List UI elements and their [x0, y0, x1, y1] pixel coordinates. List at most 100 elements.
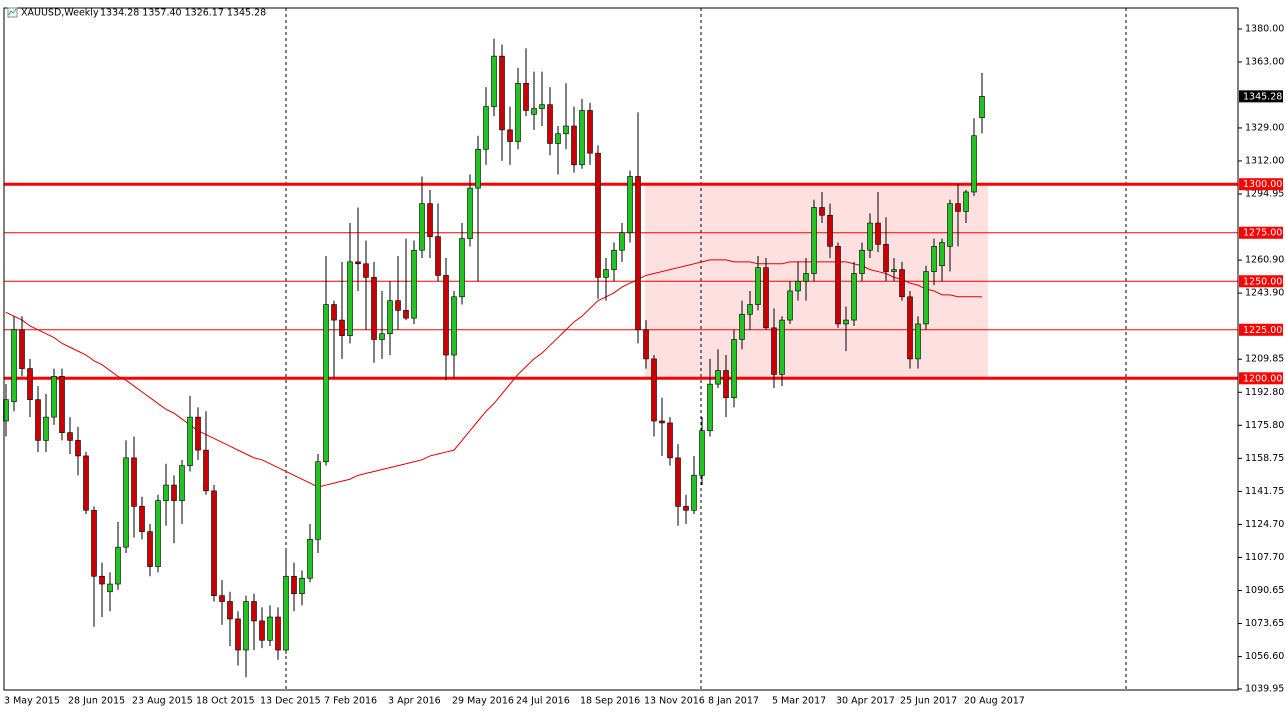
x-tick-label: 23 Aug 2015	[132, 696, 193, 707]
candle-body	[123, 457, 129, 548]
candle-body	[603, 269, 609, 278]
candle-body	[275, 616, 281, 651]
candle-body	[427, 203, 433, 237]
x-tick-label: 18 Sep 2016	[580, 696, 640, 707]
x-tick-label: 7 Feb 2016	[324, 696, 377, 707]
candle-body	[283, 575, 289, 651]
candle-body	[299, 577, 305, 595]
candle-body	[635, 176, 641, 331]
candle-body	[27, 368, 33, 400]
candle-body	[11, 329, 17, 402]
ohlc-info: 1334.28 1357.40 1326.17 1345.28	[100, 8, 266, 19]
candle-body	[211, 490, 217, 596]
candle-body	[67, 432, 73, 441]
candle-body	[779, 319, 785, 375]
y-tick-label: 1039.95	[1245, 683, 1284, 694]
candle-body	[691, 475, 697, 511]
candle-body	[243, 601, 249, 651]
y-tick-label: 1380.00	[1245, 23, 1284, 34]
level-label-box	[1239, 226, 1283, 239]
level-label-box	[1239, 372, 1283, 385]
candle-body	[515, 83, 521, 142]
candle-body	[539, 104, 545, 109]
candle-body	[315, 461, 321, 540]
x-tick-label: 13 Nov 2016	[644, 696, 705, 707]
candle-body	[499, 55, 505, 131]
candle-body	[883, 244, 889, 272]
y-tick-label: 1073.65	[1245, 618, 1284, 629]
candle-body	[923, 271, 929, 325]
y-tick-label: 1090.65	[1245, 585, 1284, 596]
candle-body	[939, 242, 945, 267]
candle-body	[491, 55, 497, 107]
candle-body	[651, 358, 657, 422]
candle-body	[195, 416, 201, 451]
candle-body	[955, 203, 961, 212]
x-tick-label: 3 Apr 2016	[388, 696, 441, 707]
y-tick-label: 1243.90	[1245, 288, 1284, 299]
candle-body	[147, 531, 153, 567]
candle-body	[155, 500, 161, 567]
y-tick-label: 1107.70	[1245, 552, 1284, 563]
candle-body	[755, 267, 761, 305]
candle-body	[611, 249, 617, 270]
candle-body	[475, 148, 481, 189]
candle-body	[699, 430, 705, 476]
y-tick-label: 1329.00	[1245, 122, 1284, 133]
axes: 1380.00 1363.00 1329.00 1312.00 1294.95 1260.…	[4, 23, 1284, 706]
candle-body	[355, 261, 361, 265]
candle-body	[851, 273, 857, 321]
candle-body	[347, 261, 353, 336]
candle-body	[435, 236, 441, 276]
x-tick-label: 30 Apr 2017	[836, 696, 895, 707]
candle-body	[115, 546, 121, 585]
candle-body	[131, 457, 137, 507]
candle-body	[683, 506, 689, 511]
candle-body	[451, 296, 457, 356]
x-tick-label: 18 Oct 2015	[196, 696, 255, 707]
y-tick-label: 1192.80	[1245, 387, 1284, 398]
candle-body	[483, 106, 489, 150]
candle-body	[99, 575, 105, 585]
x-tick-label: 24 Jul 2016	[516, 696, 570, 707]
candle-body	[307, 539, 313, 579]
candle-body	[859, 249, 865, 274]
candle-body	[163, 484, 169, 501]
candle-body	[643, 329, 649, 360]
candle-body	[395, 300, 401, 311]
moving-average	[5, 259, 982, 488]
candle-body	[835, 246, 841, 325]
candle-body	[107, 583, 113, 593]
candle-body	[259, 620, 265, 641]
candle-body	[971, 135, 977, 193]
level-label-box	[1239, 178, 1283, 191]
candle-body	[91, 509, 97, 577]
level-label: 1275.00	[1243, 228, 1282, 239]
y-tick-label: 1294.95	[1245, 189, 1284, 200]
candle-body	[899, 269, 905, 298]
candle-body	[235, 618, 241, 651]
candle-body	[459, 238, 465, 298]
candles	[3, 38, 985, 678]
candle-body	[51, 376, 57, 418]
level-label: 1200.00	[1243, 373, 1282, 384]
candle-body	[963, 191, 969, 212]
candle-body	[619, 232, 625, 251]
candle-body	[507, 129, 513, 142]
level-label: 1250.00	[1243, 276, 1282, 287]
y-tick-label: 1260.90	[1245, 255, 1284, 266]
candle-body	[531, 108, 537, 115]
y-tick-label: 1056.60	[1245, 651, 1284, 662]
candle-body	[819, 207, 825, 216]
candle-body	[723, 370, 729, 399]
candle-body	[827, 214, 833, 247]
y-tick-label: 1312.00	[1245, 155, 1284, 166]
candle-body	[75, 440, 81, 457]
x-tick-label: 13 Dec 2015	[260, 696, 321, 707]
level-label-box	[1239, 275, 1283, 288]
candle-body	[267, 616, 273, 641]
candle-body	[251, 601, 257, 622]
x-tick-label: 25 Jun 2017	[900, 696, 957, 707]
